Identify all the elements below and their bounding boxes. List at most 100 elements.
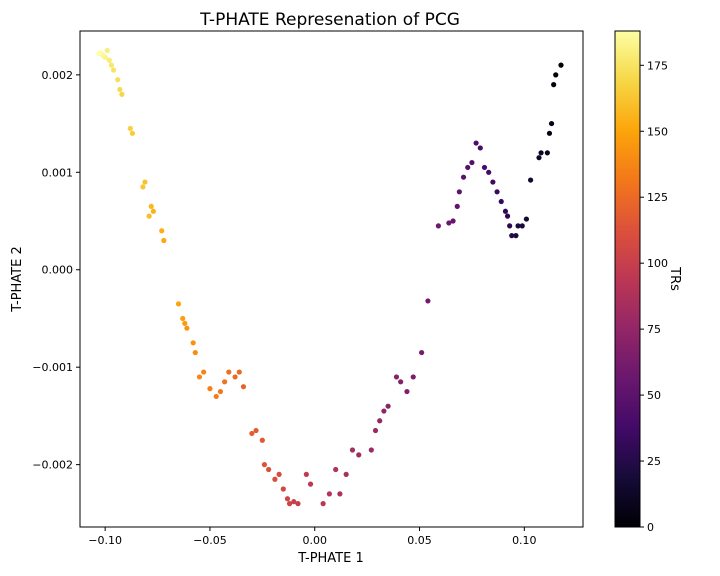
scatter-point: [175, 301, 182, 307]
scatter-point: [159, 228, 165, 234]
scatter-point: [343, 471, 349, 477]
scatter-point: [435, 223, 441, 229]
scatter-point: [272, 476, 278, 482]
scatter-point: [150, 208, 156, 214]
scatter-point: [515, 223, 521, 229]
scatter-point: [326, 491, 332, 497]
scatter-point: [303, 471, 309, 477]
scatter-point: [286, 501, 293, 507]
x-tick-label: 0.05: [407, 534, 432, 547]
scatter-point: [477, 145, 483, 151]
scatter-point: [349, 447, 356, 453]
scatter-point: [222, 379, 228, 385]
scatter-point: [146, 213, 152, 219]
scatter-point: [266, 466, 272, 473]
scatter-point: [226, 369, 232, 375]
scatter-point: [519, 223, 525, 229]
y-axis-label: T-PHATE 2: [10, 246, 25, 313]
scatter-point: [291, 499, 297, 505]
scatter-point: [148, 203, 154, 209]
scatter-point: [536, 155, 542, 161]
scatter-point: [249, 430, 255, 437]
scatter-point: [213, 393, 219, 400]
colorbar-tick-label: 25: [647, 455, 661, 468]
scatter-point: [404, 388, 410, 395]
scatter-point: [469, 159, 475, 166]
scatter-point: [465, 164, 471, 171]
scatter-point: [450, 218, 456, 224]
scatter-point: [381, 408, 387, 414]
scatter-point: [280, 486, 286, 492]
colorbar: [614, 30, 641, 528]
scatter-point: [182, 320, 188, 326]
scatter-point: [473, 140, 479, 146]
scatter-point: [161, 237, 167, 244]
x-axis-ticks: −0.10 −0.05 0.00 0.05 0.10: [88, 527, 537, 547]
colorbar-tick-label: 175: [647, 59, 668, 72]
scatter-point: [276, 471, 282, 477]
scatter-point: [96, 50, 102, 57]
scatter-point: [104, 47, 110, 54]
scatter-point: [253, 427, 259, 434]
scatter-point: [393, 374, 400, 380]
scatter-point: [538, 150, 544, 156]
scatter-point: [456, 189, 462, 195]
colorbar-tick-label: 100: [647, 257, 668, 270]
y-axis-ticks: −0.002 −0.001 0.000 0.001 0.002: [32, 69, 80, 472]
scatter-point: [117, 86, 123, 93]
y-tick-label: −0.001: [32, 361, 73, 374]
scatter-point: [377, 418, 383, 424]
colorbar-tick-label: 0: [647, 521, 654, 534]
y-tick-label: 0.001: [42, 166, 74, 179]
colorbar-tick-label: 150: [647, 125, 668, 138]
scatter-point: [425, 298, 431, 304]
scatter-point: [490, 179, 496, 185]
scatter-point: [140, 184, 146, 190]
scatter-point: [108, 62, 115, 68]
plot-frame: [79, 30, 584, 528]
scatter-point: [259, 437, 265, 443]
scatter-point: [454, 203, 460, 209]
scatter-point: [240, 384, 247, 390]
scatter-point: [553, 72, 559, 78]
scatter-point: [481, 164, 488, 171]
scatter-point: [142, 179, 148, 185]
scatter-point: [236, 369, 242, 375]
scatter-point: [356, 452, 362, 458]
scatter-point: [337, 491, 343, 497]
x-tick-label: −0.10: [88, 534, 122, 547]
scatter-point: [507, 223, 513, 229]
y-tick-label: 0.002: [42, 69, 74, 82]
scatter-point: [419, 349, 425, 356]
scatter-point: [284, 496, 291, 502]
scatter-point: [261, 462, 268, 468]
scatter-point: [207, 386, 213, 392]
scatter-point: [498, 198, 504, 205]
scatter-point: [551, 82, 557, 88]
scatter-point: [410, 374, 416, 380]
scatter-point: [558, 62, 564, 68]
scatter-point: [368, 447, 374, 453]
colorbar-tick-label: 75: [647, 323, 661, 336]
scatter-point: [192, 349, 198, 356]
scatter-point: [548, 120, 555, 127]
scatter-point: [115, 77, 121, 83]
scatter-point: [523, 216, 530, 222]
scatter-point: [201, 369, 207, 375]
scatter-point: [546, 130, 553, 136]
y-tick-label: 0.000: [42, 264, 74, 277]
colorbar-label: TRs: [667, 266, 682, 291]
scatter-point: [502, 208, 509, 214]
x-tick-label: −0.05: [193, 534, 227, 547]
x-axis-label: T-PHATE 1: [297, 551, 364, 566]
scatter-point: [528, 177, 534, 183]
scatter-point: [494, 189, 500, 195]
scatter-point: [190, 340, 196, 346]
scatter-point: [129, 130, 135, 136]
scatter-point: [307, 481, 314, 487]
scatter-point: [385, 403, 391, 409]
scatter-point: [446, 220, 452, 226]
colorbar-ticks: 0 25 50 75 100 125 150 175: [640, 59, 668, 534]
scatter-point: [184, 325, 190, 331]
colorbar-tick-label: 125: [647, 191, 668, 204]
